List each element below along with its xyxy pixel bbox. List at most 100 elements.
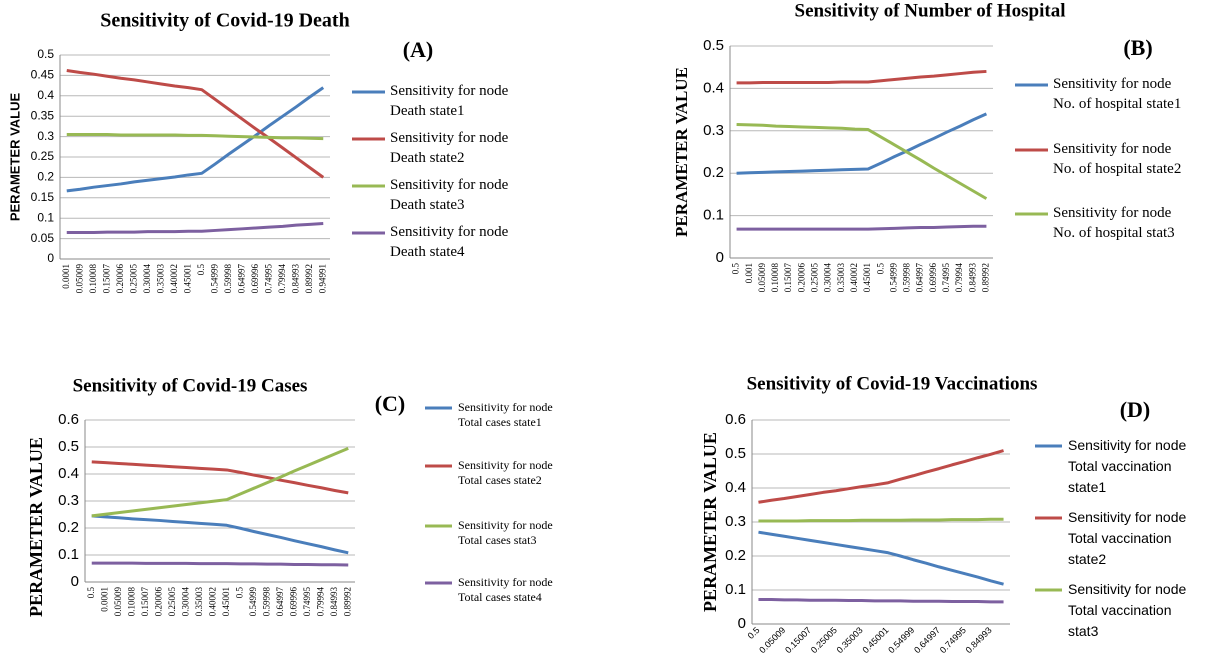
x-tick-label: 0.5 bbox=[196, 264, 206, 276]
x-tick-label: 0.10008 bbox=[126, 587, 136, 617]
x-tick-label: 0.35003 bbox=[836, 263, 846, 293]
x-tick-label: 0.64997 bbox=[912, 625, 942, 655]
x-tick-label: 0.10008 bbox=[88, 264, 98, 294]
x-tick-label: 0.05009 bbox=[757, 625, 787, 655]
x-tick-label: 0.5 bbox=[746, 625, 762, 641]
y-tick-label: 0 bbox=[716, 249, 724, 266]
y-tick-label: 0.6 bbox=[725, 411, 746, 428]
legend-line: Sensitivity for node bbox=[458, 458, 553, 472]
y-tick-label: 0.5 bbox=[58, 438, 79, 455]
x-tick-label: 0.35003 bbox=[194, 587, 204, 617]
panel-label: (C) bbox=[375, 391, 406, 416]
y-tick-label: 0 bbox=[738, 615, 746, 632]
y-tick-label: 0.1 bbox=[58, 546, 79, 563]
legend-label: Sensitivity for node Total cases state4 bbox=[458, 575, 553, 604]
x-tick-label: 0.45001 bbox=[182, 264, 192, 293]
x-tick-label: 0.74995 bbox=[941, 263, 951, 293]
y-tick-label: 0.15 bbox=[31, 190, 55, 204]
x-tick-label: 0.64997 bbox=[236, 264, 246, 294]
x-tick-label: 0.15007 bbox=[783, 625, 813, 655]
x-tick-label: 0.5 bbox=[86, 587, 96, 599]
x-tick-label: 0.89992 bbox=[342, 587, 352, 616]
y-tick-label: 0.25 bbox=[31, 149, 55, 163]
legend-line: Death state1 bbox=[390, 103, 465, 119]
legend-label: Sensitivity for node Death state1 bbox=[390, 83, 509, 119]
x-tick-label: 0.45001 bbox=[221, 587, 231, 616]
panel-label: (A) bbox=[403, 37, 434, 62]
x-tick-label: 0.05009 bbox=[74, 264, 84, 294]
series-line bbox=[758, 517, 1004, 523]
series-line bbox=[736, 112, 988, 175]
x-tick-label: 0.45001 bbox=[860, 625, 890, 655]
x-tick-label: 0.25005 bbox=[167, 587, 177, 617]
x-tick-label: 0.40002 bbox=[207, 587, 217, 616]
legend-line: Sensitivity for node bbox=[1053, 76, 1172, 92]
legend-line: No. of hospital state1 bbox=[1053, 96, 1181, 112]
x-tick-label: 0.59998 bbox=[223, 264, 233, 294]
series-line bbox=[91, 514, 349, 555]
y-tick-label: 0.1 bbox=[37, 210, 54, 224]
legend-line: Total cases state1 bbox=[458, 415, 542, 429]
series-line bbox=[91, 561, 349, 567]
x-tick-label: 0.20006 bbox=[796, 263, 806, 293]
legend-line: Sensitivity for node bbox=[1068, 509, 1186, 525]
legend-label: Sensitivity for node Death state4 bbox=[390, 224, 509, 260]
legend-line: Sensitivity for node bbox=[458, 400, 553, 414]
legend-label: Sensitivity for node Total vaccination sta… bbox=[1068, 509, 1186, 567]
y-tick-label: 0.5 bbox=[37, 47, 54, 61]
x-tick-label: 0.25005 bbox=[809, 625, 839, 655]
y-tick-label: 0 bbox=[71, 573, 79, 590]
y-tick-label: 0.3 bbox=[58, 492, 79, 509]
x-tick-label: 0.20006 bbox=[153, 587, 163, 617]
legend-line: Sensitivity for node bbox=[1053, 205, 1172, 221]
legend-line: No. of hospital stat3 bbox=[1053, 225, 1175, 241]
series-line bbox=[736, 122, 988, 200]
y-axis-label: PERAMETER VALUE bbox=[700, 432, 720, 612]
x-tick-label: 0.74995 bbox=[938, 625, 968, 655]
x-tick-label: 0.74995 bbox=[263, 264, 273, 294]
x-tick-label: 0.94991 bbox=[317, 264, 327, 293]
legend-label: Sensitivity for node Total vaccination sta… bbox=[1068, 437, 1186, 495]
x-tick-label: 0.89992 bbox=[304, 264, 314, 293]
x-tick-label: 0.59998 bbox=[261, 587, 271, 617]
x-tick-label: 0.0001 bbox=[99, 587, 109, 612]
legend-label: Sensitivity for node No. of hospital stat… bbox=[1053, 205, 1175, 241]
x-tick-label: 0.79994 bbox=[954, 263, 964, 293]
y-tick-label: 0.3 bbox=[725, 513, 746, 530]
y-tick-label: 0.3 bbox=[703, 122, 724, 139]
x-tick-label: 0.15007 bbox=[140, 587, 150, 617]
legend-line: Total vaccination bbox=[1068, 530, 1172, 546]
y-tick-label: 0.4 bbox=[703, 79, 724, 96]
legend-line: Sensitivity for node bbox=[458, 575, 553, 589]
legend-line: Death state3 bbox=[390, 197, 465, 213]
legend-line: Total cases state2 bbox=[458, 473, 542, 487]
y-tick-label: 0.2 bbox=[725, 547, 746, 564]
x-tick-label: 0.15007 bbox=[783, 263, 793, 293]
legend-line: Sensitivity for node bbox=[390, 224, 509, 240]
legend-label: Sensitivity for node Total vaccination sta… bbox=[1068, 581, 1186, 639]
x-tick-label: 0.20006 bbox=[115, 264, 125, 294]
x-tick-label: 0.05009 bbox=[757, 263, 767, 293]
legend-line: Total vaccination bbox=[1068, 602, 1172, 618]
x-tick-label: 0.84993 bbox=[329, 587, 339, 617]
x-tick-label: 0.59998 bbox=[902, 263, 912, 293]
series-line bbox=[758, 598, 1004, 604]
legend-line: state1 bbox=[1068, 479, 1106, 495]
x-tick-label: 0.40002 bbox=[169, 264, 179, 293]
legend-line: Death state4 bbox=[390, 244, 465, 260]
x-tick-label: 0.74995 bbox=[302, 587, 312, 617]
series-line bbox=[758, 449, 1004, 504]
x-tick-label: 0.30004 bbox=[823, 263, 833, 293]
y-tick-label: 0.1 bbox=[725, 581, 746, 598]
legend-label: Sensitivity for node Death state2 bbox=[390, 130, 509, 166]
x-tick-label: 0.001 bbox=[744, 263, 754, 283]
legend-label: Sensitivity for node Death state3 bbox=[390, 177, 509, 213]
panel-label: (B) bbox=[1123, 35, 1152, 60]
y-tick-label: 0.5 bbox=[725, 445, 746, 462]
legend-line: Sensitivity for node bbox=[458, 518, 553, 532]
legend-line: Total cases state4 bbox=[458, 590, 542, 604]
x-tick-label: 0.69996 bbox=[928, 263, 938, 293]
legend-line: Death state2 bbox=[390, 150, 465, 166]
chart-title: Sensitivity of Covid-19 Cases bbox=[73, 375, 308, 396]
